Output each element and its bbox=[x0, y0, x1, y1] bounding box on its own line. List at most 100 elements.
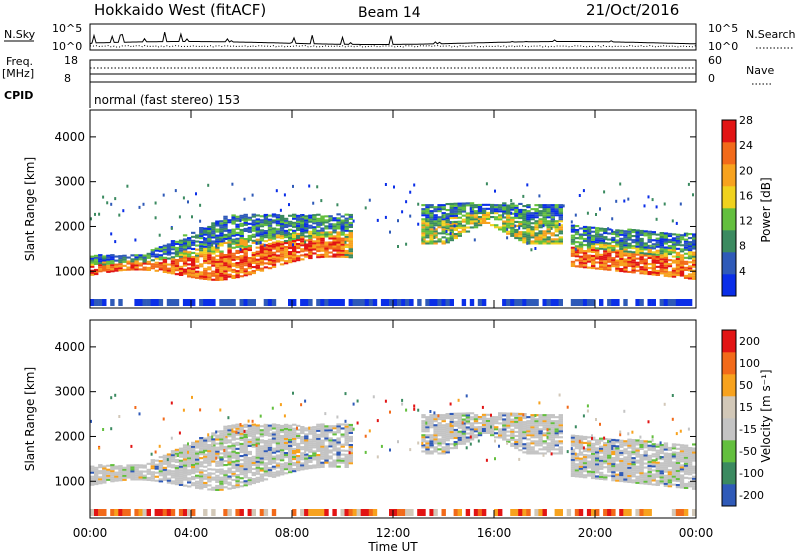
heatmap-cell bbox=[191, 449, 196, 452]
heatmap-cell bbox=[231, 436, 236, 439]
heatmap-cell bbox=[263, 462, 269, 465]
heatmap-cell bbox=[473, 218, 479, 221]
heatmap-cell bbox=[611, 463, 616, 466]
heatmap-cell bbox=[243, 227, 248, 230]
heatmap-cell bbox=[599, 247, 604, 250]
heatmap-cell bbox=[235, 486, 240, 489]
heatmap-cell bbox=[655, 443, 660, 446]
heatmap-cell bbox=[235, 461, 240, 464]
heatmap-cell bbox=[582, 240, 588, 243]
heatmap-cell bbox=[344, 455, 349, 458]
heatmap-cell bbox=[118, 255, 123, 258]
heatmap-cell bbox=[182, 474, 188, 477]
heatmap-cell bbox=[340, 229, 345, 232]
heatmap-cell bbox=[441, 418, 446, 421]
heatmap-cell bbox=[655, 481, 660, 484]
heatmap-cell bbox=[122, 258, 127, 261]
heatmap-cell bbox=[518, 226, 521, 230]
heatmap-cell bbox=[255, 241, 258, 245]
heatmap-cell bbox=[251, 455, 256, 458]
heatmap-cell bbox=[182, 260, 188, 263]
heatmap-cell bbox=[308, 230, 313, 233]
heatmap-cell bbox=[235, 245, 240, 248]
heatmap-cell bbox=[227, 235, 232, 238]
heatmap-cell bbox=[683, 464, 689, 467]
heatmap-cell bbox=[473, 436, 479, 439]
heatmap-cell bbox=[312, 430, 317, 433]
heatmap-cell bbox=[328, 461, 333, 464]
heatmap-cell bbox=[647, 240, 652, 243]
heatmap-cell bbox=[235, 470, 240, 473]
heatmap-cell bbox=[324, 231, 329, 234]
heatmap-cell bbox=[651, 271, 656, 274]
heatmap-cell bbox=[271, 447, 277, 450]
heatmap-cell bbox=[599, 445, 604, 448]
heatmap-cell bbox=[348, 250, 353, 253]
heatmap-cell bbox=[239, 444, 244, 447]
heatmap-cell bbox=[542, 426, 547, 429]
heatmap-cell bbox=[239, 459, 244, 462]
heatmap-cell bbox=[514, 220, 519, 223]
heatmap-cell bbox=[671, 267, 677, 270]
heatmap-cell bbox=[538, 226, 543, 229]
heatmap-cell bbox=[655, 445, 660, 448]
heatmap-cell bbox=[683, 240, 689, 243]
heatmap-cell bbox=[623, 448, 628, 451]
heatmap-cell bbox=[316, 466, 321, 469]
heatmap-cell bbox=[267, 220, 273, 223]
heatmap-cell bbox=[603, 478, 608, 481]
heatmap-cell bbox=[441, 214, 446, 217]
heatmap-cell bbox=[679, 254, 685, 257]
heatmap-cell bbox=[627, 232, 632, 235]
heatmap-cell bbox=[542, 224, 545, 228]
heatmap-cell bbox=[465, 216, 471, 219]
heatmap-cell bbox=[518, 215, 523, 218]
heatmap-cell bbox=[110, 472, 115, 475]
heatmap-cell bbox=[166, 477, 172, 480]
heatmap-cell bbox=[296, 465, 301, 468]
heatmap-cell bbox=[332, 463, 337, 466]
heatmap-cell bbox=[259, 459, 265, 462]
heatmap-cell bbox=[635, 269, 640, 272]
heatmap-cell bbox=[320, 237, 325, 240]
heatmap-cell bbox=[639, 233, 644, 236]
heatmap-cell bbox=[235, 217, 240, 220]
heatmap-cell bbox=[554, 430, 559, 433]
heatmap-cell bbox=[223, 441, 228, 444]
heatmap-cell bbox=[506, 208, 511, 211]
heatmap-cell bbox=[441, 204, 446, 207]
heatmap-cell bbox=[178, 477, 184, 480]
heatmap-cell bbox=[195, 456, 200, 459]
heatmap-cell bbox=[271, 465, 277, 468]
heatmap-cell bbox=[288, 430, 293, 433]
heatmap-cell bbox=[582, 435, 588, 438]
heatmap-cell bbox=[570, 264, 576, 267]
heatmap-cell bbox=[279, 435, 285, 438]
heatmap-cell bbox=[550, 436, 555, 439]
heatmap-cell bbox=[433, 299, 438, 306]
heatmap-cell bbox=[279, 249, 285, 252]
heatmap-cell bbox=[397, 245, 399, 248]
heatmap-cell bbox=[207, 448, 212, 451]
heatmap-cell bbox=[595, 455, 600, 458]
heatmap-cell bbox=[490, 212, 495, 215]
heatmap-cell bbox=[599, 241, 604, 244]
heatmap-cell bbox=[591, 464, 596, 467]
heatmap-cell bbox=[344, 427, 349, 430]
heatmap-cell bbox=[182, 509, 188, 516]
heatmap-cell bbox=[304, 457, 309, 460]
heatmap-cell bbox=[207, 274, 212, 277]
heatmap-cell bbox=[675, 457, 681, 460]
heatmap-cell bbox=[308, 458, 313, 461]
heatmap-cell bbox=[110, 396, 113, 400]
heatmap-cell bbox=[389, 448, 391, 452]
heatmap-cell bbox=[283, 236, 289, 239]
heatmap-cell bbox=[655, 471, 660, 474]
heatmap-cell bbox=[150, 265, 155, 268]
heatmap-cell bbox=[279, 263, 285, 266]
heatmap-cell bbox=[582, 227, 588, 230]
heatmap-cell bbox=[494, 216, 499, 219]
heatmap-cell bbox=[304, 429, 309, 432]
heatmap-cell bbox=[599, 257, 604, 260]
heatmap-cell bbox=[631, 469, 636, 472]
